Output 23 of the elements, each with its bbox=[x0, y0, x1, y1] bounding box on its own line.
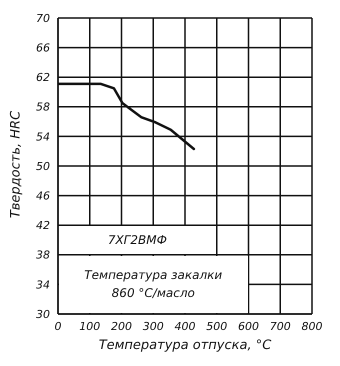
y-tick-label: 30 bbox=[36, 308, 50, 321]
x-tick-label: 300 bbox=[142, 320, 164, 333]
x-tick-label: 500 bbox=[206, 320, 228, 333]
x-tick-label: 100 bbox=[79, 320, 100, 333]
note-box: Температура закалки 860 °С/масло bbox=[59, 256, 248, 313]
y-tick-label: 70 bbox=[36, 12, 50, 25]
x-tick-label: 600 bbox=[238, 320, 259, 333]
y-tick-label: 42 bbox=[36, 219, 50, 232]
y-axis-title: Твердость, HRC bbox=[8, 110, 24, 220]
y-tick-label: 34 bbox=[36, 278, 50, 292]
y-tick-label: 54 bbox=[36, 130, 50, 144]
y-tick-label: 46 bbox=[36, 190, 50, 203]
y-tick-label: 38 bbox=[36, 248, 50, 262]
x-tick-label: 200 bbox=[111, 320, 132, 333]
y-tick-label: 66 bbox=[36, 42, 50, 55]
x-tick-label: 700 bbox=[270, 320, 291, 333]
x-tick-label: 400 bbox=[174, 320, 196, 333]
x-tick-label: 0 bbox=[54, 320, 62, 333]
y-tick-label: 50 bbox=[36, 160, 50, 173]
y-tick-label: 62 bbox=[36, 71, 50, 84]
x-axis-title: Температура отпуска, °С bbox=[98, 338, 272, 353]
x-tick-label: 800 bbox=[302, 320, 322, 333]
y-tick-label: 58 bbox=[36, 100, 50, 114]
